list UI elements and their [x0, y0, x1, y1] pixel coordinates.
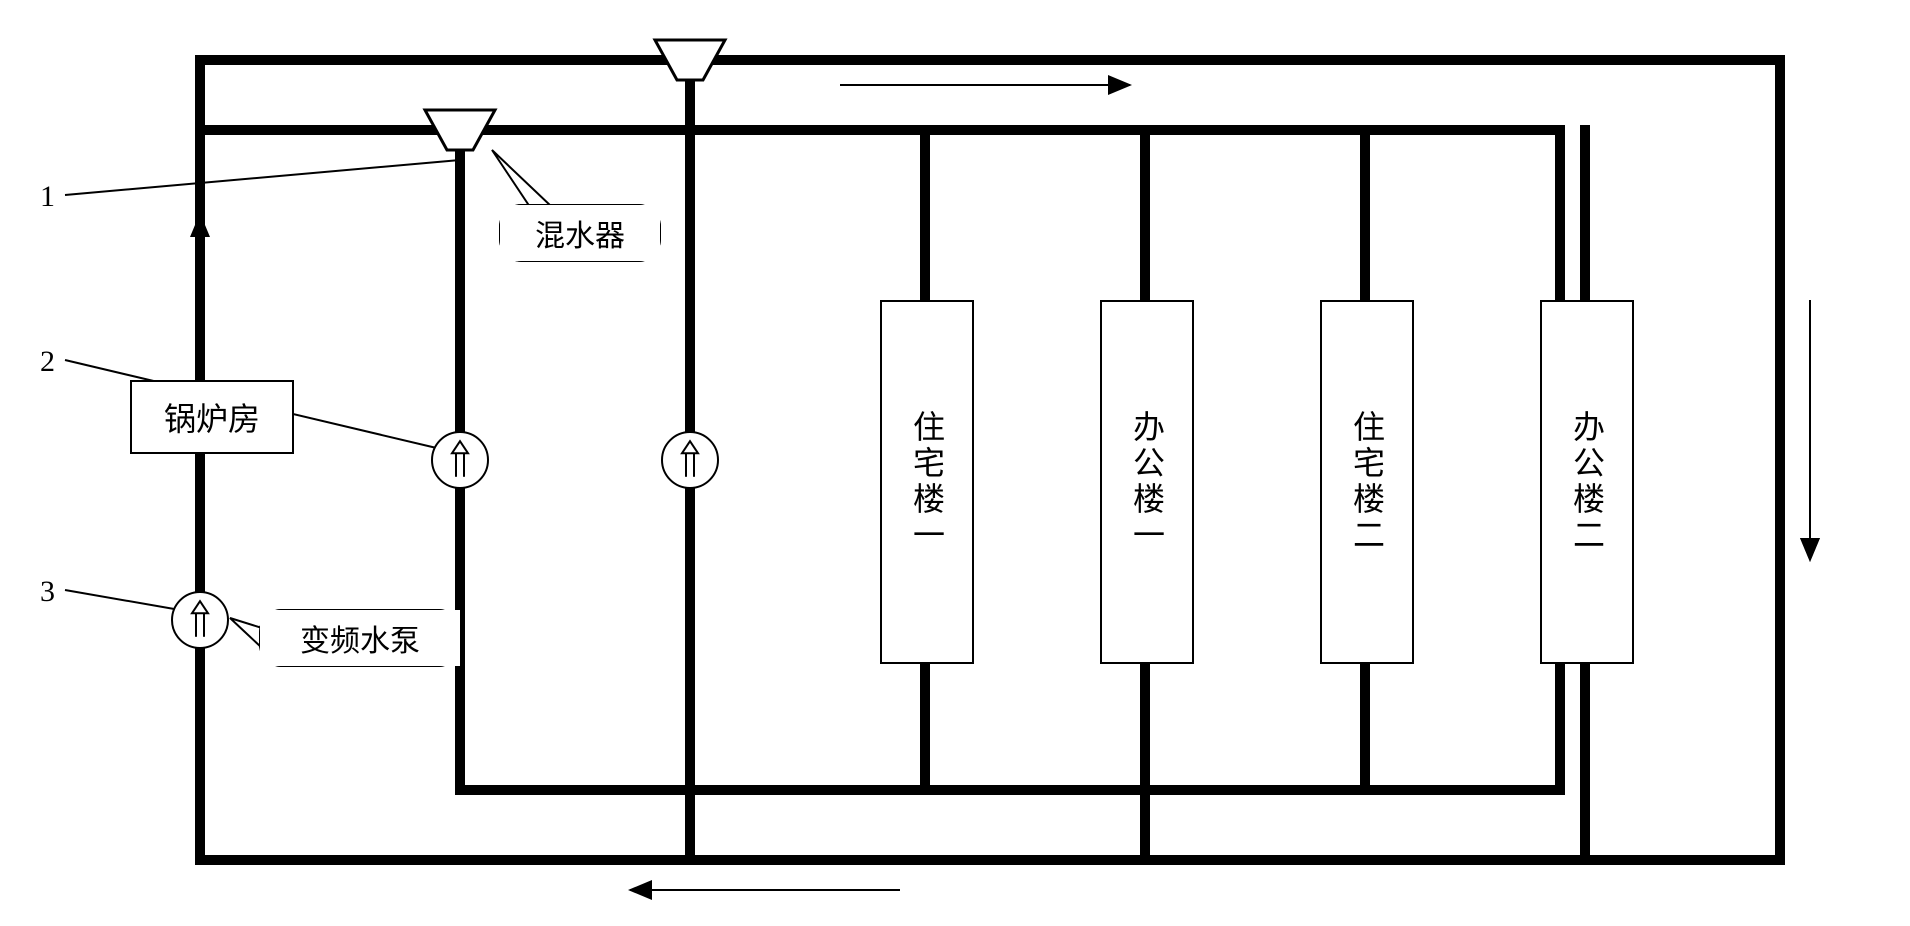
building-label: 办公楼二: [1564, 410, 1610, 554]
leader-3: [65, 590, 180, 610]
leader-1-label: 1: [40, 180, 55, 214]
vfd-pump-branch3: [662, 432, 718, 488]
leader-1: [65, 160, 460, 195]
mixer-branch3: [655, 40, 725, 80]
boiler-room: 锅炉房: [130, 380, 294, 454]
building-office-1: 办公楼一: [1100, 300, 1194, 664]
vfd-pump-branch2: [432, 432, 488, 488]
building-office-2: 办公楼二: [1540, 300, 1634, 664]
leader-2-label: 2: [40, 345, 55, 379]
building-residential-1: 住宅楼一: [880, 300, 974, 664]
mixer-callout: 混水器: [500, 205, 660, 261]
leader-3-label: 3: [40, 575, 55, 609]
building-label: 住宅楼一: [904, 410, 950, 554]
building-label: 办公楼一: [1124, 410, 1170, 554]
boiler-label: 锅炉房: [164, 394, 260, 440]
vfd-pump-callout: 变频水泵: [260, 610, 460, 666]
vfd-pump-main: [172, 592, 228, 648]
building-residential-2: 住宅楼二: [1320, 300, 1414, 664]
building-label: 住宅楼二: [1344, 410, 1390, 554]
mixer-branch2: [425, 110, 495, 150]
